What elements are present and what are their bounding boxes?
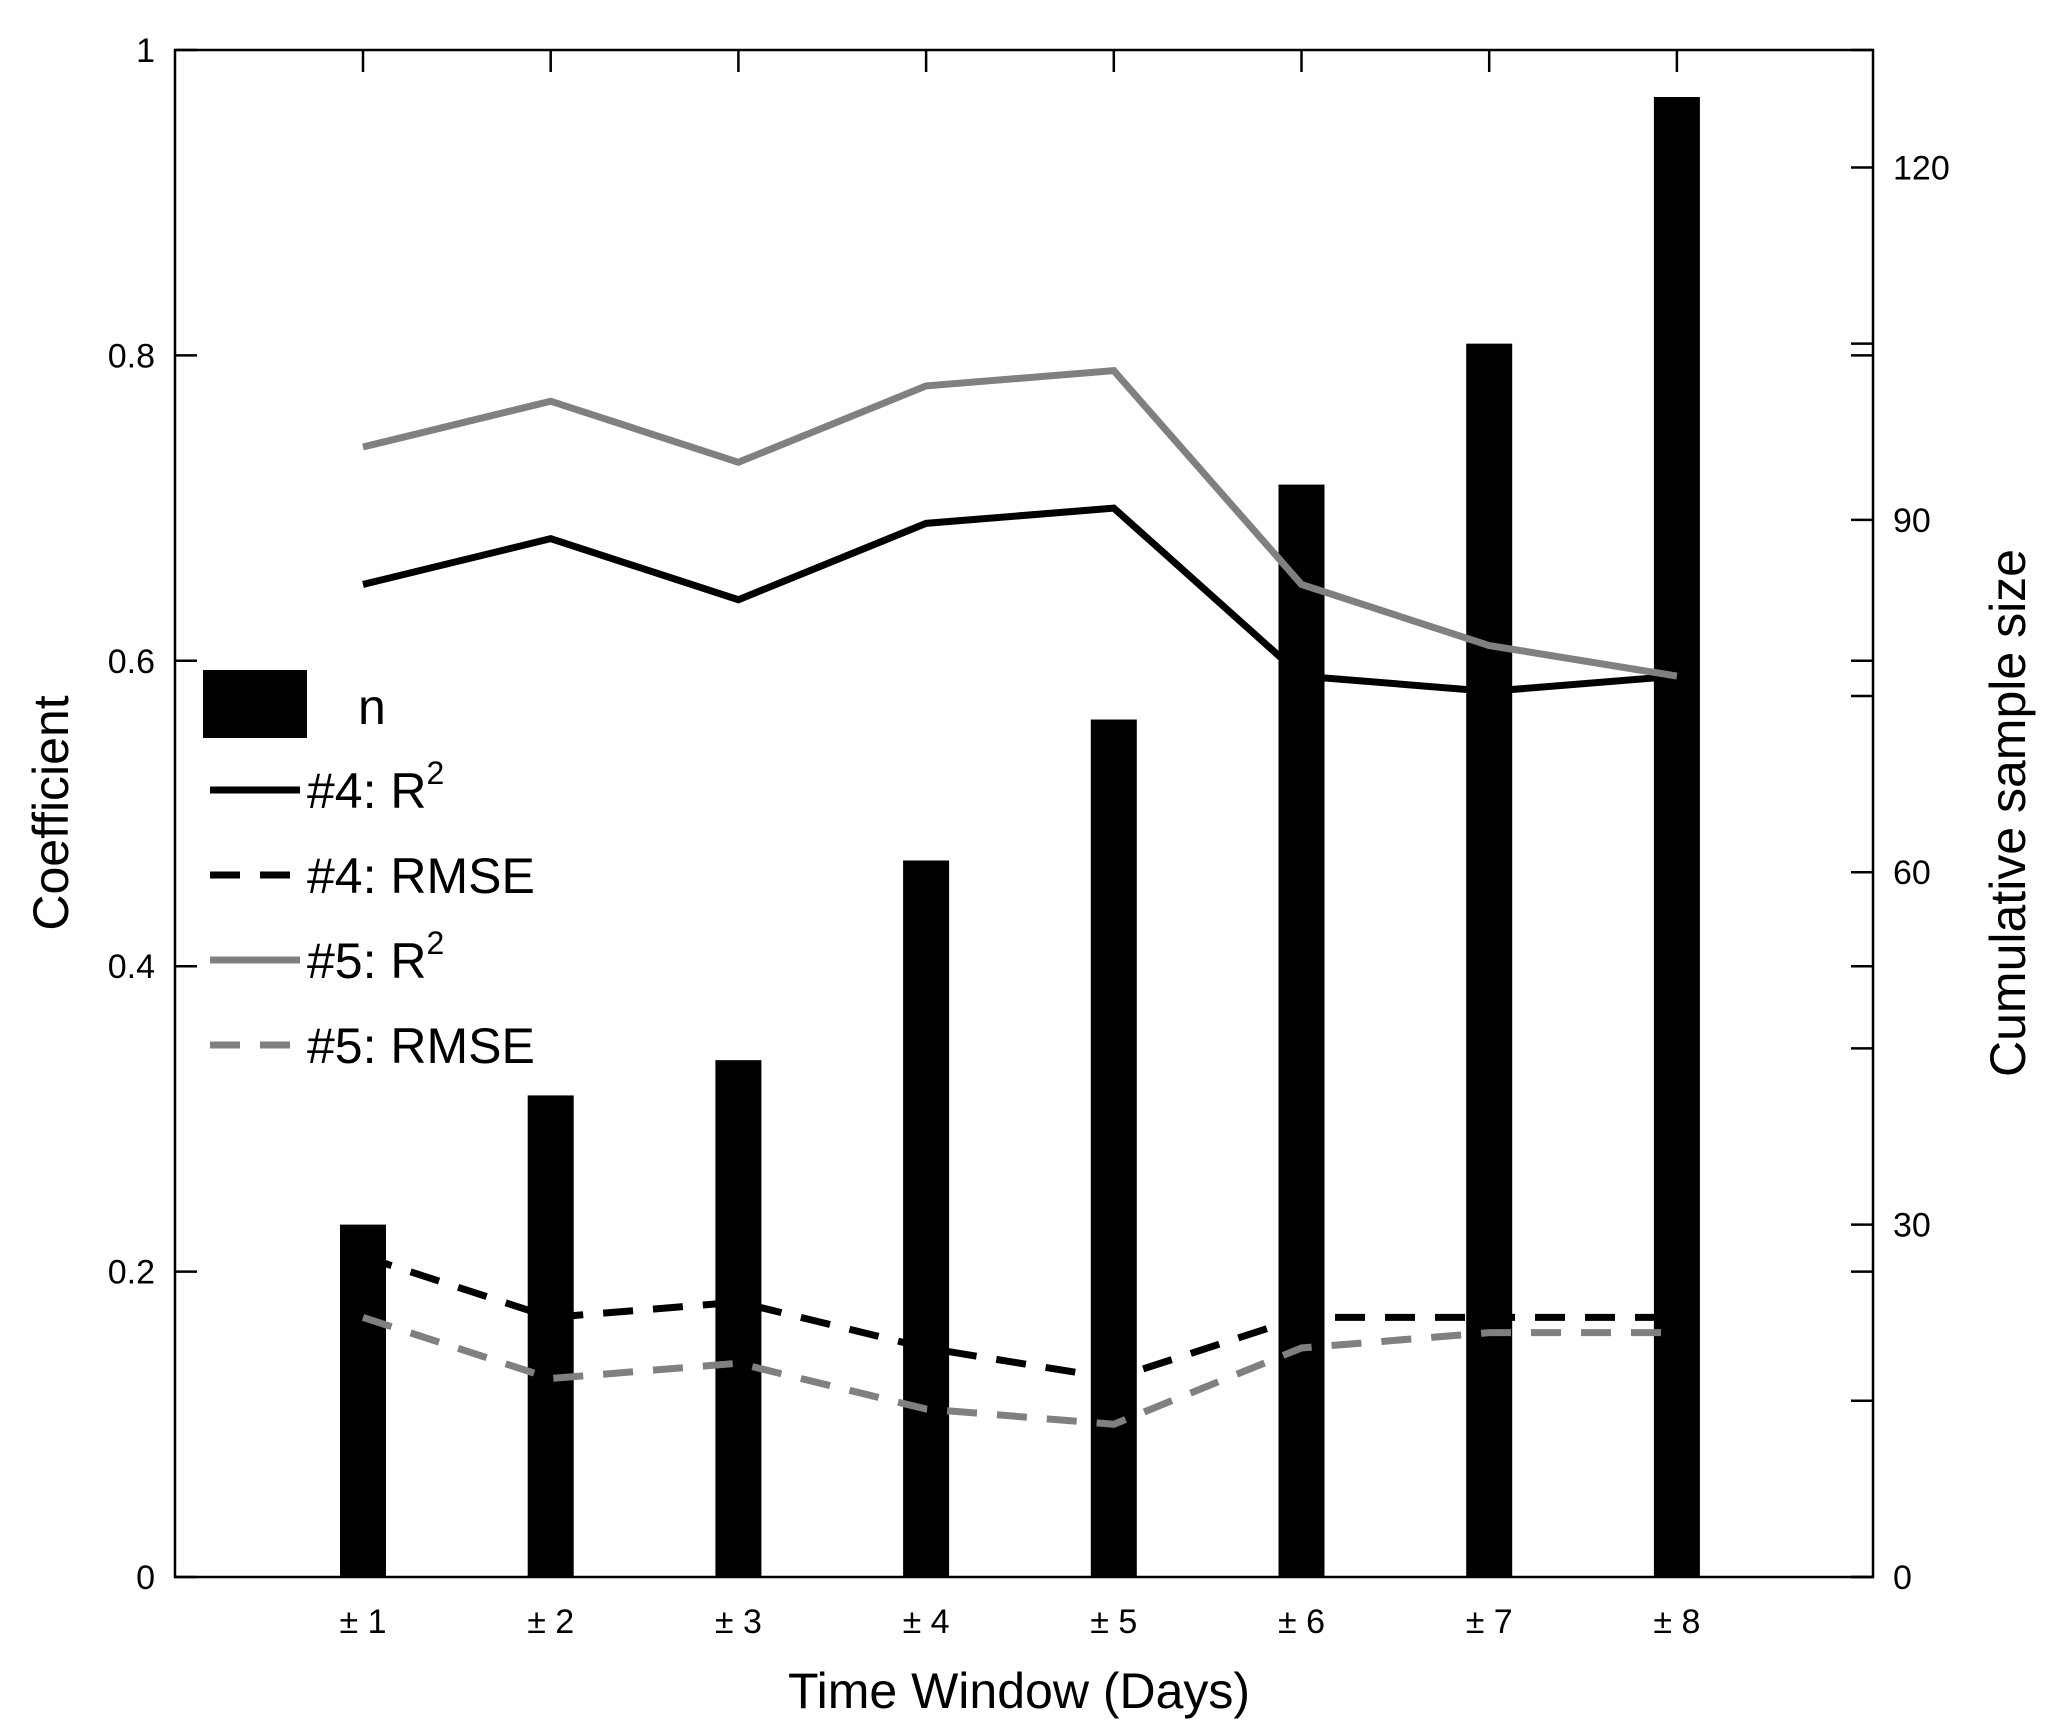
- y-right-tick-label: 60: [1893, 854, 1931, 892]
- bar-5: [1090, 719, 1137, 1577]
- series-line-3: [362, 367, 1678, 680]
- legend: n#4: R2#4: RMSE#5: R2#5: RMSE: [203, 670, 535, 1074]
- y-right-tick-label: 30: [1893, 1207, 1931, 1245]
- y-right-tick-label: 0: [1893, 1559, 1912, 1597]
- series-line-4: [361, 1314, 1677, 1428]
- legend-label-main: R: [390, 933, 426, 989]
- y-left-tick-label: 0.2: [108, 1254, 155, 1292]
- x-tick-label: ± 2: [527, 1603, 574, 1641]
- bar-1: [340, 1224, 386, 1577]
- legend-label-2: #4: RMSE: [307, 848, 535, 904]
- legend-label-1: #4: R2: [307, 755, 444, 819]
- legend-label-prefix: #5:: [307, 1018, 390, 1074]
- y-axis-label-left: Coefficient: [23, 695, 79, 930]
- series-line-2: [361, 1253, 1677, 1383]
- bar-4: [903, 860, 950, 1577]
- x-tick-label: ± 1: [339, 1603, 386, 1641]
- x-tick-label: ± 5: [1090, 1603, 1137, 1641]
- bar-6: [1278, 484, 1325, 1578]
- legend-label-superscript: 2: [427, 755, 445, 791]
- legend-swatch-n: [203, 670, 307, 738]
- plot-frame: [173, 48, 1875, 1579]
- x-axis-label: Time Window (Days): [788, 1663, 1250, 1719]
- x-tick-label: ± 8: [1653, 1603, 1700, 1641]
- bar-2: [527, 1095, 574, 1577]
- legend-label-main: R: [390, 763, 426, 819]
- y-left-tick-label: 0: [136, 1559, 155, 1597]
- legend-label-prefix: #4:: [307, 763, 390, 819]
- bar-8: [1653, 96, 1700, 1577]
- bar-7: [1466, 343, 1513, 1578]
- series-line-1: [362, 504, 1678, 695]
- x-tick-label: ± 6: [1278, 1603, 1325, 1641]
- ticks-layer: 0 0.2 0.4 0.6 0.8 1 0 30 60 90 120 ± 1 ± 2 ± 3 ± 4 ± 5 ±…: [108, 32, 1950, 1641]
- legend-label-prefix: #4:: [307, 848, 390, 904]
- legend-label-3: #5: R2: [307, 925, 444, 989]
- y-left-tick-label: 0.6: [108, 643, 155, 681]
- lines-layer: [361, 367, 1678, 1428]
- legend-label-4: #5: RMSE: [307, 1018, 535, 1074]
- y-axis-label-right: Cumulative sample size: [1980, 549, 2036, 1077]
- y-left-tick-label: 1: [136, 32, 155, 70]
- legend-label-n: n: [358, 679, 386, 735]
- y-left-tick-label: 0.8: [108, 337, 155, 375]
- legend-label-superscript: 2: [427, 925, 445, 961]
- y-right-tick-label: 120: [1893, 149, 1950, 187]
- legend-label-prefix: #5:: [307, 933, 390, 989]
- legend-label-main: RMSE: [390, 848, 534, 904]
- x-tick-label: ± 4: [903, 1603, 950, 1641]
- y-right-tick-label: 90: [1893, 502, 1931, 540]
- bar-3: [715, 1060, 762, 1577]
- x-tick-label: ± 3: [715, 1603, 762, 1641]
- y-left-tick-label: 0.4: [108, 948, 155, 986]
- x-tick-label: ± 7: [1466, 1603, 1513, 1641]
- legend-label-main: RMSE: [390, 1018, 534, 1074]
- bars-layer: [340, 96, 1700, 1578]
